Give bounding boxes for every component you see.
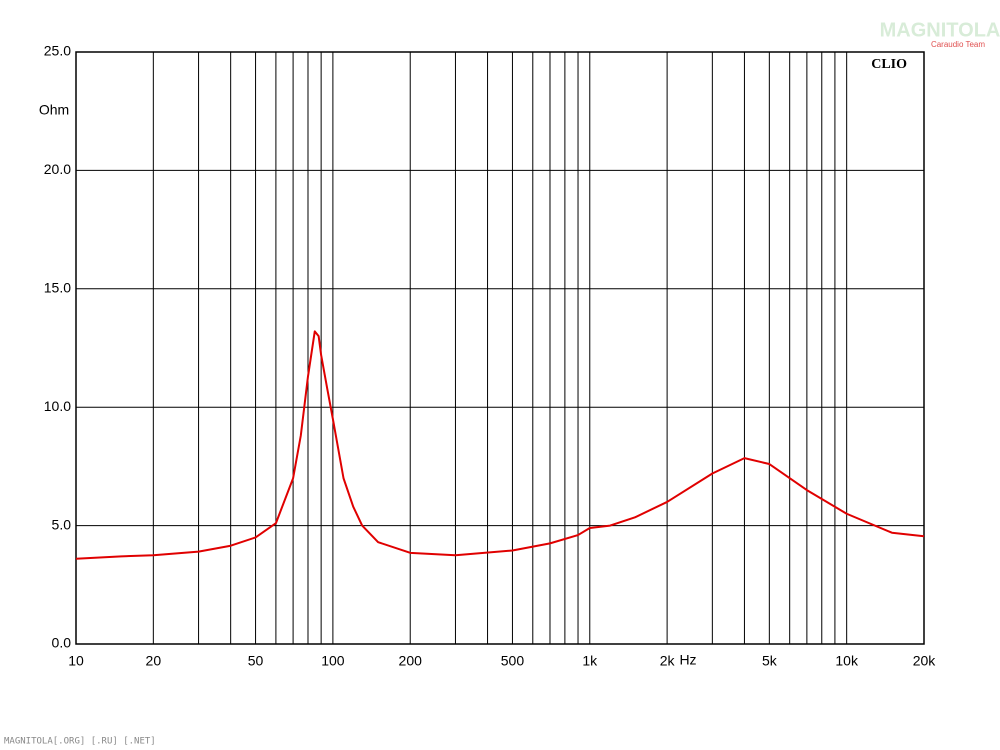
x-tick-label: 1k [582,653,598,669]
plot-frame [75,51,925,645]
x-tick-label: 20k [913,653,937,669]
x-axis-label: Hz [679,652,696,668]
x-tick-label: 2k [660,653,676,669]
x-tick-label: 500 [501,653,525,669]
y-tick-label: 20.0 [44,161,71,177]
footer: MAGNITOLA[.ORG] [.RU] [.NET] [4,737,156,747]
y-tick-label: 15.0 [44,280,71,296]
brand: CLIO [871,57,907,72]
y-tick-label: 25.0 [44,43,71,59]
x-tick-label: 100 [321,653,345,669]
watermark: MAGNITOLA [880,19,1000,41]
y-tick-label: 10.0 [44,398,71,414]
y-tick-label: 0.0 [52,635,72,651]
x-tick-label: 10 [68,653,84,669]
watermark-sub: Caraudio Team [931,40,985,49]
x-tick-label: 10k [835,653,859,669]
x-tick-label: 50 [248,653,264,669]
y-axis-label: Ohm [39,102,69,118]
y-tick-label: 5.0 [52,516,72,532]
x-tick-label: 5k [762,653,778,669]
x-tick-label: 20 [146,653,162,669]
x-tick-label: 200 [399,653,423,669]
impedance-curve [75,330,925,560]
